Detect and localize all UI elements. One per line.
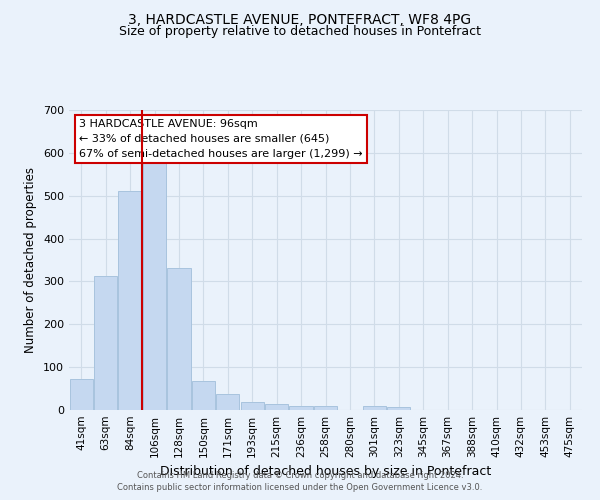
Bar bbox=[289, 406, 313, 410]
Text: Size of property relative to detached houses in Pontefract: Size of property relative to detached ho… bbox=[119, 25, 481, 38]
Y-axis label: Number of detached properties: Number of detached properties bbox=[25, 167, 37, 353]
Bar bbox=[216, 394, 239, 410]
Bar bbox=[143, 162, 166, 410]
Bar bbox=[241, 402, 264, 410]
Bar bbox=[70, 378, 93, 410]
Bar bbox=[167, 268, 191, 410]
Bar bbox=[363, 406, 386, 410]
Bar bbox=[265, 404, 288, 410]
Text: 3 HARDCASTLE AVENUE: 96sqm
← 33% of detached houses are smaller (645)
67% of sem: 3 HARDCASTLE AVENUE: 96sqm ← 33% of deta… bbox=[79, 119, 363, 158]
Text: 3, HARDCASTLE AVENUE, PONTEFRACT, WF8 4PG: 3, HARDCASTLE AVENUE, PONTEFRACT, WF8 4P… bbox=[128, 12, 472, 26]
Bar bbox=[192, 381, 215, 410]
Text: Contains public sector information licensed under the Open Government Licence v3: Contains public sector information licen… bbox=[118, 484, 482, 492]
X-axis label: Distribution of detached houses by size in Pontefract: Distribution of detached houses by size … bbox=[160, 466, 491, 478]
Text: Contains HM Land Registry data © Crown copyright and database right 2024.: Contains HM Land Registry data © Crown c… bbox=[137, 471, 463, 480]
Bar bbox=[94, 276, 117, 410]
Bar bbox=[314, 406, 337, 410]
Bar bbox=[118, 192, 142, 410]
Bar bbox=[387, 407, 410, 410]
